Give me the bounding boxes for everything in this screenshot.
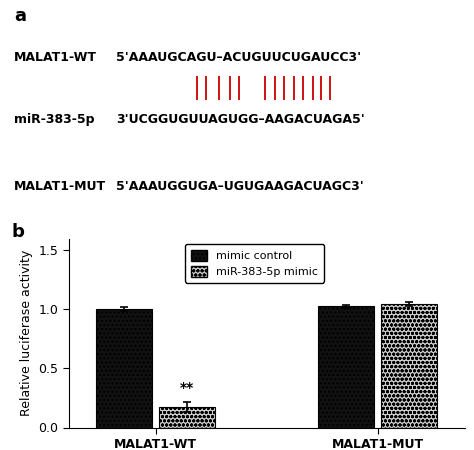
Text: a: a [14,7,26,25]
Text: 3'UCGGUGUUAGUGG–AAGACUAGA5': 3'UCGGUGUUAGUGG–AAGACUAGA5' [116,113,365,126]
Bar [159,407,215,428]
Bar [319,306,374,428]
Text: MALAT1-WT: MALAT1-WT [14,51,97,64]
Bar [97,309,152,428]
Text: miR-383-5p: miR-383-5p [14,113,95,126]
Text: MALAT1-MUT: MALAT1-MUT [14,180,106,193]
Legend: mimic control, miR-383-5p mimic: mimic control, miR-383-5p mimic [185,244,324,283]
Text: 5'AAAUGCAGU–ACUGUUCUGAUCC3': 5'AAAUGCAGU–ACUGUUCUGAUCC3' [116,51,361,64]
Text: 5'AAAUGGUGA–UGUGAAGACUAGC3': 5'AAAUGGUGA–UGUGAAGACUAGC3' [116,180,364,193]
Text: b: b [11,223,24,241]
Text: **: ** [180,381,194,395]
Y-axis label: Relative luciferase activity: Relative luciferase activity [20,250,33,416]
Bar [381,304,437,428]
